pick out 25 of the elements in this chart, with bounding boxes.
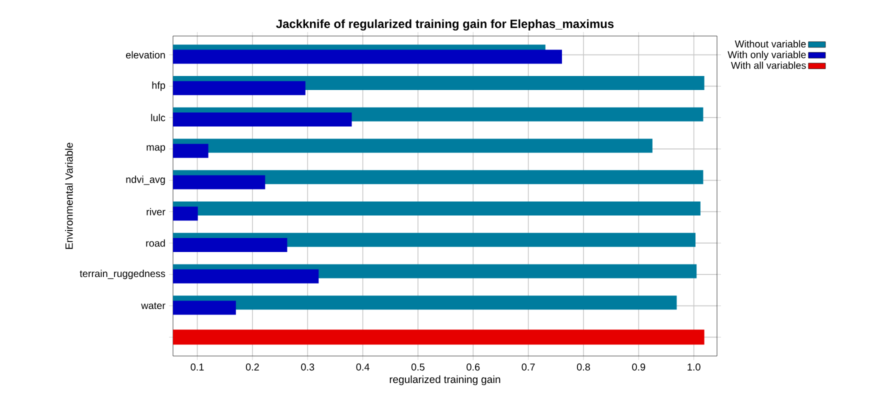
y-axis-title: Environmental Variable bbox=[65, 142, 73, 249]
legend-label: With only variable bbox=[728, 50, 806, 60]
x-tick-label: 0.3 bbox=[301, 364, 314, 371]
y-tick-label: road bbox=[146, 239, 165, 247]
x-tick-label: 0.6 bbox=[466, 364, 480, 371]
y-tick-label: map bbox=[146, 145, 166, 153]
chart-title: Jackknife of regularized training gain for Elephas_maximus bbox=[276, 19, 614, 31]
x-tick-label: 0.9 bbox=[632, 364, 646, 371]
y-tick-label: lulc bbox=[151, 114, 166, 122]
y-tick-label: hfp bbox=[152, 82, 166, 91]
x-tick-label: 0.1 bbox=[190, 364, 204, 371]
x-tick-label: 0.5 bbox=[411, 364, 424, 371]
legend-label: Without variable bbox=[734, 40, 806, 48]
x-tick-label: 0.2 bbox=[246, 364, 259, 371]
x-tick-label: 0.8 bbox=[576, 364, 590, 371]
y-tick-label: river bbox=[146, 208, 166, 216]
y-tick-label: terrain_ruggedness bbox=[80, 270, 166, 280]
x-axis-title: regularized training gain bbox=[390, 375, 500, 386]
y-tick-label: water bbox=[141, 302, 166, 310]
legend-label: With all variables bbox=[731, 62, 806, 69]
x-tick-label: 1.0 bbox=[688, 364, 700, 371]
x-tick-label: 0.7 bbox=[522, 364, 535, 371]
x-tick-label: 0.4 bbox=[356, 364, 370, 371]
y-tick-label: ndvi_avg bbox=[126, 176, 165, 185]
y-tick-label: elevation bbox=[126, 51, 165, 58]
